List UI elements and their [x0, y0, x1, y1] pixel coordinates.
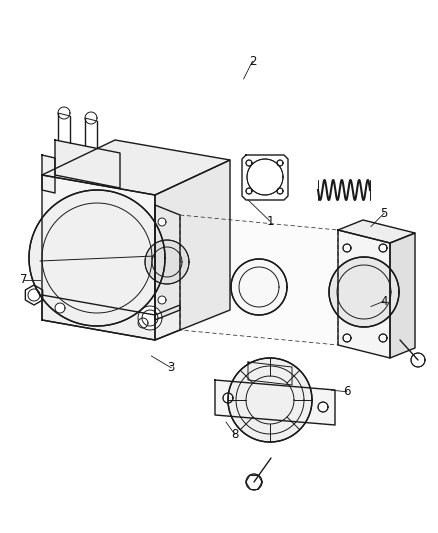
- Polygon shape: [378, 334, 386, 342]
- Polygon shape: [25, 285, 42, 305]
- Polygon shape: [55, 303, 65, 313]
- Polygon shape: [215, 380, 334, 425]
- Polygon shape: [42, 155, 55, 193]
- Text: 1: 1: [265, 215, 273, 228]
- Polygon shape: [342, 244, 350, 252]
- Text: 2: 2: [248, 55, 256, 68]
- Text: 5: 5: [380, 207, 387, 220]
- Polygon shape: [158, 296, 166, 304]
- Polygon shape: [378, 244, 386, 252]
- Polygon shape: [276, 160, 283, 166]
- Polygon shape: [55, 140, 120, 188]
- Polygon shape: [223, 393, 233, 403]
- Polygon shape: [138, 306, 162, 330]
- Polygon shape: [180, 215, 337, 345]
- Polygon shape: [389, 233, 414, 358]
- Text: 8: 8: [231, 428, 238, 441]
- Text: 7: 7: [20, 273, 28, 286]
- Polygon shape: [245, 474, 261, 490]
- Text: 3: 3: [167, 361, 174, 374]
- Polygon shape: [342, 334, 350, 342]
- Polygon shape: [337, 220, 414, 243]
- Polygon shape: [245, 160, 251, 166]
- Polygon shape: [410, 353, 424, 367]
- Polygon shape: [29, 190, 165, 326]
- Polygon shape: [155, 160, 230, 340]
- Polygon shape: [317, 402, 327, 412]
- Polygon shape: [42, 295, 180, 340]
- Polygon shape: [230, 259, 286, 315]
- Text: 4: 4: [379, 295, 387, 308]
- Polygon shape: [158, 218, 166, 226]
- Polygon shape: [145, 240, 189, 284]
- Polygon shape: [42, 140, 230, 195]
- Polygon shape: [247, 362, 291, 385]
- Polygon shape: [227, 358, 311, 442]
- Polygon shape: [328, 257, 398, 327]
- Polygon shape: [138, 318, 148, 328]
- Text: 6: 6: [342, 385, 350, 398]
- Polygon shape: [155, 205, 180, 320]
- Polygon shape: [247, 159, 283, 195]
- Polygon shape: [337, 230, 389, 358]
- Polygon shape: [241, 155, 287, 200]
- Polygon shape: [42, 175, 155, 340]
- Polygon shape: [276, 188, 283, 194]
- Polygon shape: [245, 188, 251, 194]
